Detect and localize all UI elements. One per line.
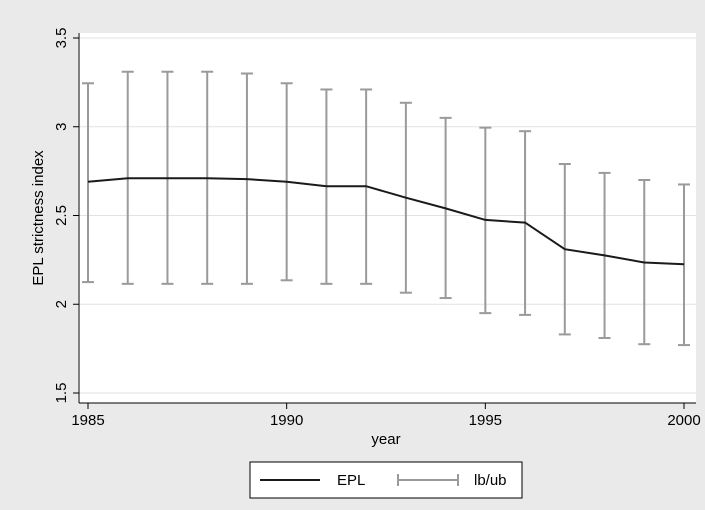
x-tick-label: 1985	[71, 412, 104, 429]
legend-label-lbub: lb/ub	[474, 472, 507, 489]
x-tick-label: 1990	[270, 412, 303, 429]
y-axis: 1.5 2 2.5 3 3.5	[53, 28, 80, 404]
y-tick-label: 3.5	[53, 28, 70, 49]
plot-area	[78, 33, 696, 403]
error-bar	[678, 183, 690, 347]
legend-label-epl: EPL	[337, 472, 365, 489]
epl-line	[87, 177, 685, 266]
x-tick-label: 1995	[469, 412, 502, 429]
x-axis: 1985 1990 1995 2000	[71, 402, 701, 429]
grid-lines	[79, 37, 696, 394]
y-tick-label: 2	[53, 300, 70, 308]
legend: EPL lb/ub	[249, 461, 523, 499]
x-axis-title: year	[371, 431, 400, 448]
y-tick-label: 2.5	[53, 205, 70, 226]
y-axis-title: EPL strictness index	[30, 150, 47, 286]
y-tick-label: 3	[53, 123, 70, 131]
error-bar	[82, 82, 94, 284]
y-tick-label: 1.5	[53, 383, 70, 404]
x-tick-label: 2000	[667, 412, 700, 429]
